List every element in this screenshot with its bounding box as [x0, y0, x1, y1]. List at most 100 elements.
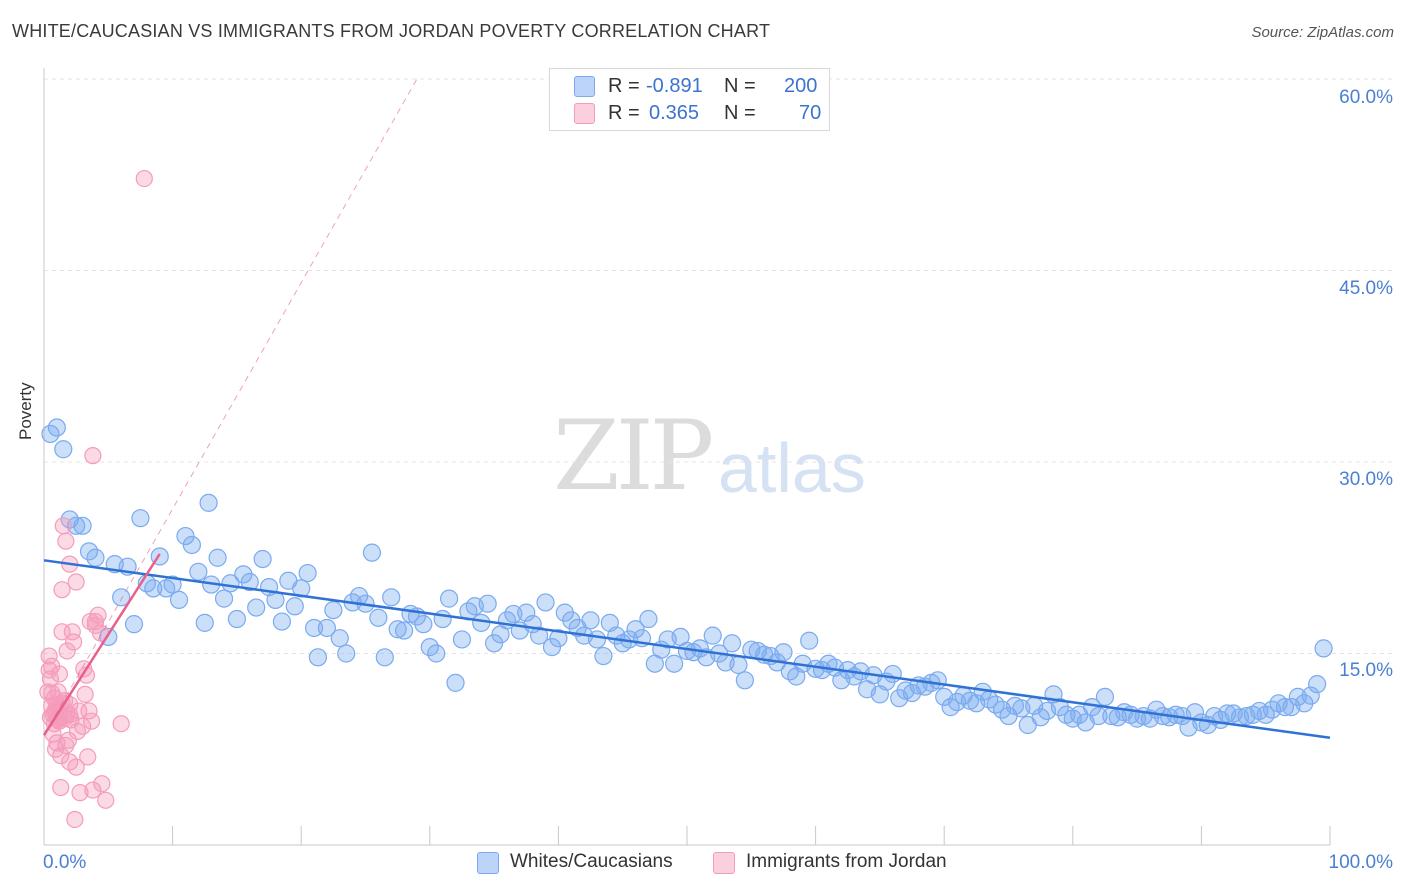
data-point-whites [131, 509, 150, 528]
data-point-whites [452, 630, 472, 649]
data-point-whites [665, 654, 684, 673]
trendline-whites [43, 559, 1331, 739]
data-point-whites [1275, 698, 1295, 717]
n-value: 200 [784, 75, 818, 97]
data-point-whites [144, 579, 163, 598]
data-point-jordan [43, 684, 61, 702]
data-point-whites [369, 608, 388, 627]
data-point-whites [285, 597, 304, 616]
data-point-jordan [53, 581, 71, 599]
blue-swatch-icon [574, 76, 595, 97]
data-point-whites [189, 562, 208, 581]
data-point-whites [433, 609, 452, 629]
data-point-whites [1089, 706, 1108, 726]
data-point-whites [883, 664, 902, 684]
data-point-whites [485, 634, 504, 653]
data-point-whites [722, 634, 742, 653]
data-point-whites [208, 548, 227, 567]
data-point-jordan [59, 731, 78, 749]
correlation-legend: R = -0.891 N = 200 R = 0.365 N = 70 [549, 68, 830, 131]
data-point-whites [800, 631, 819, 650]
data-point-whites [382, 588, 401, 607]
data-point-jordan [68, 722, 87, 740]
data-point-whites [176, 526, 195, 546]
n-label: N = [724, 102, 756, 124]
x-tick-label: 0.0% [43, 852, 87, 873]
data-point-whites [530, 626, 549, 645]
data-point-whites [639, 609, 658, 629]
data-point-whites [73, 516, 92, 535]
data-point-whites [394, 621, 414, 640]
r-label: R = [608, 75, 640, 97]
data-point-jordan [67, 573, 85, 591]
data-point-whites [414, 615, 433, 634]
data-point-whites [308, 648, 328, 667]
data-point-jordan [76, 685, 94, 703]
chart-title: WHITE/CAUCASIAN VS IMMIGRANTS FROM JORDA… [12, 21, 771, 41]
data-point-whites [581, 611, 600, 630]
data-point-jordan [112, 715, 130, 733]
data-point-whites [1095, 687, 1115, 707]
data-point-jordan [52, 778, 70, 797]
data-point-jordan [80, 702, 98, 720]
data-point-whites [729, 655, 748, 675]
data-point-whites [478, 594, 497, 613]
data-point-jordan [73, 717, 92, 735]
data-point-whites [517, 603, 536, 622]
data-point-whites [330, 629, 349, 648]
data-point-jordan [84, 781, 102, 799]
data-point-jordan [57, 532, 75, 550]
data-point-whites [439, 589, 459, 608]
data-point-whites [542, 638, 562, 657]
data-point-whites [1314, 639, 1333, 658]
data-point-whites [124, 615, 144, 634]
data-point-jordan [97, 791, 115, 809]
watermark-atlas: atlas [718, 429, 866, 507]
data-point-whites [594, 646, 613, 666]
data-point-jordan [84, 447, 102, 465]
data-point-jordan [67, 758, 85, 776]
data-point-whites [375, 648, 394, 667]
data-point-whites [182, 535, 201, 555]
data-point-jordan [58, 642, 76, 660]
y-axis-label: Poverty [16, 382, 35, 440]
data-point-whites [536, 593, 555, 612]
data-point-jordan [82, 712, 101, 730]
pink-swatch-icon [713, 852, 735, 874]
data-point-whites [227, 609, 246, 629]
data-point-whites [626, 620, 645, 639]
data-point-jordan [41, 670, 60, 688]
data-point-whites [86, 548, 105, 567]
trendline-jordan [42, 553, 161, 736]
data-point-whites [504, 604, 523, 624]
data-point-whites [169, 590, 189, 609]
data-point-whites [774, 643, 793, 662]
data-point-whites [304, 618, 324, 638]
data-point-jordan [71, 784, 89, 802]
y-tick-label: 15.0% [1339, 660, 1393, 681]
data-point-whites [427, 644, 446, 663]
r-value: 0.365 [649, 102, 700, 124]
data-point-jordan [40, 647, 58, 665]
data-point-whites [54, 440, 73, 459]
r-label: R = [608, 102, 640, 124]
data-point-whites [240, 572, 259, 592]
source-credit: Source: ZipAtlas.com [1251, 24, 1394, 41]
data-point-whites [388, 620, 407, 639]
data-point-whites [47, 418, 66, 437]
data-point-jordan [54, 517, 72, 535]
data-point-whites [112, 588, 131, 607]
data-point-whites [324, 600, 343, 620]
y-tick-label: 45.0% [1339, 278, 1393, 299]
data-point-whites [214, 589, 234, 608]
data-point-jordan [64, 633, 83, 651]
data-point-whites [1308, 675, 1327, 694]
y-tick-label: 60.0% [1339, 87, 1393, 108]
data-point-whites [1185, 703, 1205, 722]
data-point-whites [1301, 686, 1320, 705]
data-point-jordan [50, 665, 69, 683]
x-tick-label: 100.0% [1328, 852, 1393, 873]
n-label: N = [724, 75, 756, 97]
data-point-whites [735, 671, 754, 690]
